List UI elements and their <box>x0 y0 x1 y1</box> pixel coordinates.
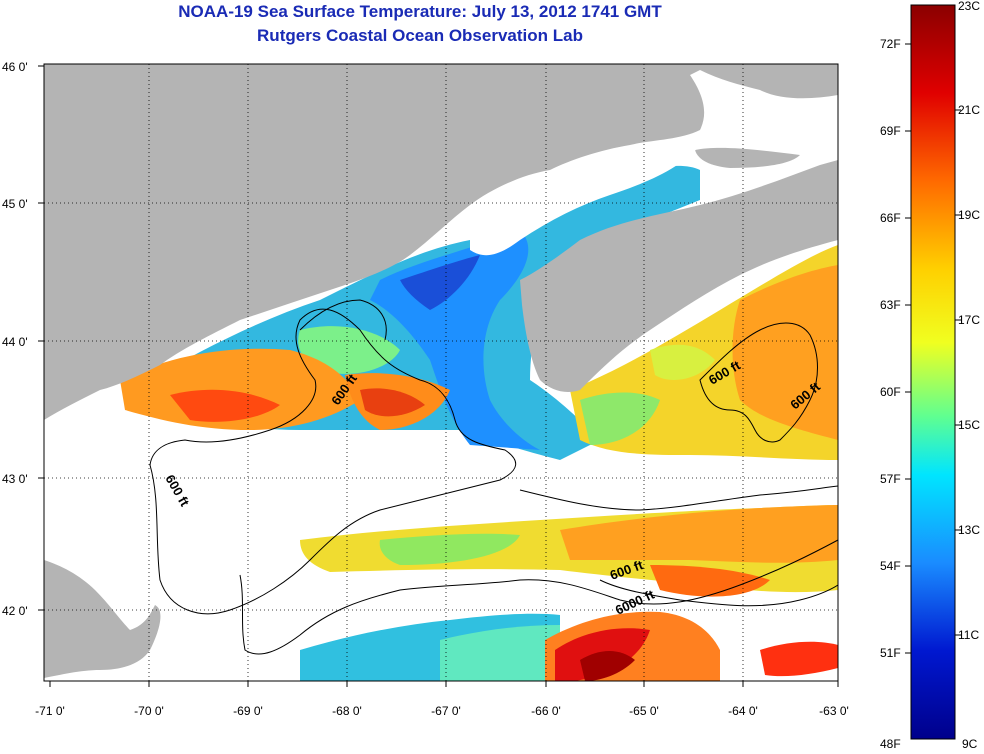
lon-tick-label: -69 0' <box>233 704 263 718</box>
map-frame <box>43 63 839 682</box>
lon-tick-label: -68 0' <box>332 704 362 718</box>
lat-tick-label: 44 0' <box>2 335 28 349</box>
colorbar-f-label: 51F <box>880 646 901 660</box>
colorbar-f-label: 54F <box>880 559 901 573</box>
colorbar-f-label: 66F <box>880 211 901 225</box>
colorbar-c-label: 13C <box>958 523 980 537</box>
frame-ticks <box>38 65 839 687</box>
colorbar-gradient <box>910 4 956 740</box>
map-subtitle: Rutgers Coastal Ocean Observation Lab <box>257 26 583 45</box>
lon-tick-label: -71 0' <box>35 704 65 718</box>
lon-tick-label: -65 0' <box>629 704 659 718</box>
colorbar-c-label: 21C <box>958 103 980 117</box>
lat-tick-label: 42 0' <box>2 604 28 618</box>
colorbar-c-label: 17C <box>958 313 980 327</box>
lon-tick-label: -67 0' <box>431 704 461 718</box>
lat-tick-label: 43 0' <box>2 472 28 486</box>
colorbar-c-label: 9C <box>962 737 978 751</box>
lat-tick-label: 46 0' <box>2 60 28 74</box>
lat-tick-label: 45 0' <box>2 197 28 211</box>
colorbar: 72F 69F 66F 63F 60F 57F 54F 51F 48F 23C … <box>880 0 980 751</box>
land <box>44 64 838 678</box>
colorbar-f-label: 60F <box>880 385 901 399</box>
colorbar-f-label: 57F <box>880 472 901 486</box>
colorbar-c-label: 23C <box>958 0 980 13</box>
sst-data <box>120 165 838 681</box>
colorbar-f-label: 72F <box>880 37 901 51</box>
lon-tick-label: -70 0' <box>134 704 164 718</box>
colorbar-c-label: 19C <box>958 208 980 222</box>
colorbar-f-label: 69F <box>880 124 901 138</box>
lon-tick-label: -63 0' <box>819 704 849 718</box>
colorbar-c-label: 11C <box>958 628 979 642</box>
colorbar-f-label: 48F <box>880 737 901 751</box>
colorbar-c-label: 15C <box>958 418 980 432</box>
colorbar-f-label: 63F <box>880 298 901 312</box>
graticule <box>44 64 838 681</box>
map-title: NOAA-19 Sea Surface Temperature: July 13… <box>178 2 662 21</box>
lon-tick-label: -66 0' <box>531 704 561 718</box>
lon-tick-label: -64 0' <box>728 704 758 718</box>
bathymetry-contours <box>149 299 838 655</box>
